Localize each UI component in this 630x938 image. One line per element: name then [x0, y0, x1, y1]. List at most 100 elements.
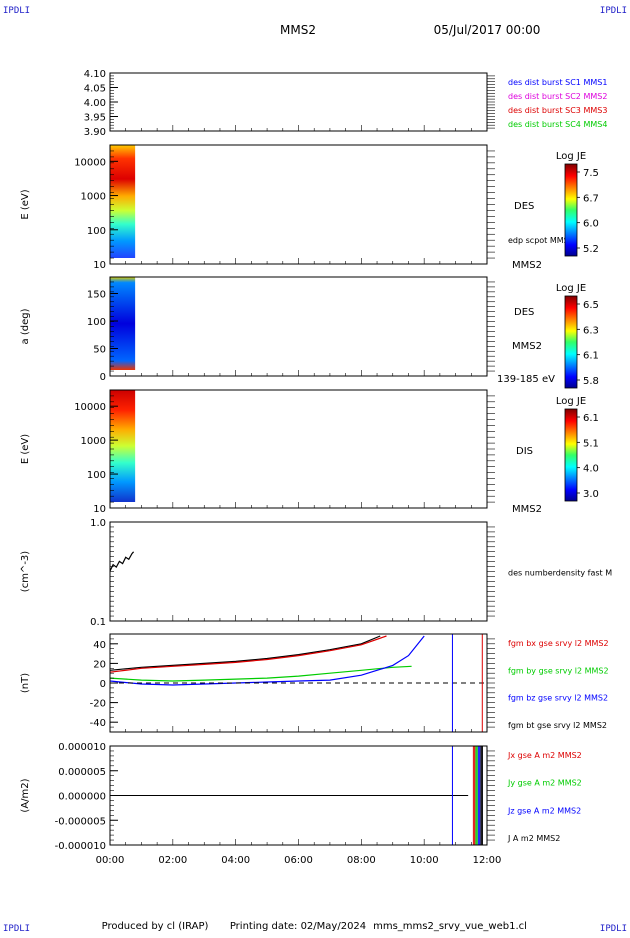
- panel-des-energy-right-label: edp scpot MMS2: [508, 236, 574, 245]
- panel-magnetic-field-tick-label: 40: [93, 640, 106, 651]
- panel-current-density-xtick-label: 10:00: [410, 855, 439, 866]
- panel-dis-energy-frame: [109, 389, 488, 509]
- panel-des-pitch-right-label: 139-185 eV: [497, 374, 555, 385]
- panel-des-pitch-colorbar-tick-label: 6.1: [583, 351, 599, 362]
- panel-dis-energy-colorbar-tick-label: 4.0: [583, 464, 599, 475]
- panel-des-pitch-colorbar-title: Log JE: [556, 283, 586, 294]
- panel-des-energy-ylabel: E (eV): [20, 189, 31, 219]
- panel-current-density-xtick-label: 08:00: [347, 855, 376, 866]
- panel-des-pitch-tick-label: 0: [100, 372, 106, 383]
- page-title: MMS2: [280, 23, 316, 37]
- panel-density-tick-label: 0.1: [90, 617, 106, 628]
- panel-magnetic-field-tick-label: 0: [100, 679, 106, 690]
- panel-des-energy-colorbar-tick-label: 6.7: [583, 193, 599, 204]
- panel-current-density-spike-1: [475, 746, 478, 845]
- panel-dis-energy-colorbar-title: Log JE: [556, 396, 586, 407]
- panel-dis-energy-tick-label: 1000: [81, 436, 106, 447]
- panel-des-energy-tick-label: 10: [93, 260, 106, 271]
- panel-dis-energy-tick-label: 10000: [74, 402, 106, 413]
- panel-density-tick-label: 1.0: [90, 518, 106, 529]
- panel-position-tick-label: 4.05: [84, 84, 106, 95]
- panel-current-density-spike-2: [477, 746, 481, 845]
- footer-file-name: mms_mms2_srvy_vue_web1.cl: [373, 921, 527, 932]
- panel-density-legend-item: des numberdensity fast M: [508, 569, 612, 578]
- footer-produced: Produced by cl (IRAP): [102, 921, 209, 932]
- panel-current-density-xtick-label: 12:00: [473, 855, 502, 866]
- panel-current-density-spike-3: [480, 746, 483, 845]
- panel-current-density-tick-label: 0.000010: [58, 742, 106, 753]
- panel-des-pitch-tick-label: 150: [87, 290, 106, 301]
- panel-magnetic-field-legend-item: fgm bt gse srvy l2 MMS2: [508, 721, 607, 730]
- panel-magnetic-field-series-1: [109, 635, 387, 673]
- panel-dis-energy-ylabel: E (eV): [20, 434, 31, 464]
- panel-des-pitch-colorbar-tick-label: 6.5: [583, 300, 599, 311]
- panel-magnetic-field-series-2: [109, 665, 412, 682]
- panel-des-pitch-colorbar: [564, 295, 578, 389]
- panel-magnetic-field-legend-item: fgm bx gse srvy l2 MMS2: [508, 639, 609, 648]
- panel-current-density-xtick-label: 02:00: [158, 855, 187, 866]
- panel-des-pitch-spectrogram: [110, 277, 136, 370]
- panel-des-energy-colorbar-tick-label: 5.2: [583, 244, 599, 255]
- panel-des-pitch-right-label: MMS2: [512, 341, 542, 352]
- panel-des-energy-spectrogram: [110, 145, 136, 258]
- panel-magnetic-field-tick-label: -40: [90, 718, 106, 729]
- panel-des-energy-colorbar: [564, 163, 578, 257]
- panel-density-series-0: [109, 551, 135, 572]
- panel-current-density-xtick-label: 06:00: [284, 855, 313, 866]
- panel-des-energy-colorbar-tick-label: 7.5: [583, 168, 599, 179]
- panel-magnetic-field-tick-label: 20: [93, 659, 106, 670]
- corner-label-bottom-right: IPDLI: [600, 924, 627, 934]
- panel-position-tick-label: 4.00: [84, 98, 106, 109]
- panel-des-energy-right-label: DES: [514, 201, 534, 212]
- panel-magnetic-field-series-3: [109, 635, 425, 686]
- panel-des-pitch-tick-label: 100: [87, 317, 106, 328]
- panel-des-energy-colorbar-tick-label: 6.0: [583, 219, 599, 230]
- panel-current-density-legend-item: Jz gse A m2 MMS2: [507, 806, 581, 815]
- panel-current-density-tick-label: 0.000005: [58, 767, 106, 778]
- panel-magnetic-field-legend-item: fgm by gse srvy l2 MMS2: [508, 666, 609, 675]
- footer-printing-date: Printing date: 02/May/2024: [230, 921, 366, 932]
- panel-des-pitch-tick-label: 50: [93, 345, 106, 356]
- panel-current-density-xtick-label: 00:00: [96, 855, 125, 866]
- panel-position-legend-item: des dist burst SC1 MMS1: [508, 78, 607, 87]
- panel-current-density-tick-label: -0.000005: [55, 816, 106, 827]
- panel-position-frame: [109, 72, 488, 132]
- panel-density-ylabel: (cm^-3): [20, 551, 31, 592]
- panel-magnetic-field-legend-item: fgm bz gse srvy l2 MMS2: [508, 694, 608, 703]
- panel-des-pitch-right-label: DES: [514, 307, 534, 318]
- panel-des-energy-right-label: MMS2: [512, 260, 542, 271]
- panel-position-tick-label: 4.10: [84, 69, 106, 80]
- panel-position-tick-label: 3.90: [84, 127, 106, 138]
- panel-current-density-spike-0: [472, 746, 476, 845]
- panel-des-pitch-ylabel: a (deg): [20, 308, 31, 344]
- panel-current-density-tick-label: 0.000000: [58, 792, 106, 803]
- panel-des-pitch-colorbar-tick-label: 5.8: [583, 376, 599, 387]
- panel-dis-energy-spectrogram: [110, 390, 136, 502]
- panel-current-density-ylabel: (A/m2): [20, 778, 31, 812]
- panel-des-energy-tick-label: 10000: [74, 157, 106, 168]
- panel-current-density-legend-item: J A m2 MMS2: [507, 834, 560, 843]
- panel-position-tick-label: 3.95: [84, 113, 106, 124]
- panel-des-energy-frame: [109, 144, 488, 265]
- panel-dis-energy-colorbar: [564, 408, 578, 502]
- panel-position-legend-item: des dist burst SC3 MMS3: [508, 106, 607, 115]
- panel-dis-energy-colorbar-tick-label: 6.1: [583, 413, 599, 424]
- panel-density-frame: [109, 521, 488, 622]
- panel-current-density-legend-item: Jy gse A m2 MMS2: [507, 779, 582, 788]
- panel-position-legend-item: des dist burst SC4 MMS4: [508, 120, 607, 129]
- corner-label-top-right: IPDLI: [600, 6, 627, 16]
- panel-current-density-tick-label: -0.000010: [55, 841, 106, 852]
- panel-dis-energy-colorbar-tick-label: 3.0: [583, 489, 599, 500]
- panel-magnetic-field-ylabel: (nT): [20, 673, 31, 693]
- panel-dis-energy-right-label: MMS2: [512, 504, 542, 515]
- panel-position-legend-item: des dist burst SC2 MMS2: [508, 92, 607, 101]
- panel-magnetic-field-tick-label: -20: [90, 699, 106, 710]
- panel-magnetic-field-series-0: [109, 635, 381, 671]
- panel-dis-energy-tick-label: 100: [87, 470, 106, 481]
- panel-des-pitch-colorbar-tick-label: 6.3: [583, 325, 599, 336]
- corner-label-bottom-left: IPDLI: [3, 924, 30, 934]
- panel-des-energy-tick-label: 100: [87, 226, 106, 237]
- page-date: 05/Jul/2017 00:00: [434, 23, 541, 37]
